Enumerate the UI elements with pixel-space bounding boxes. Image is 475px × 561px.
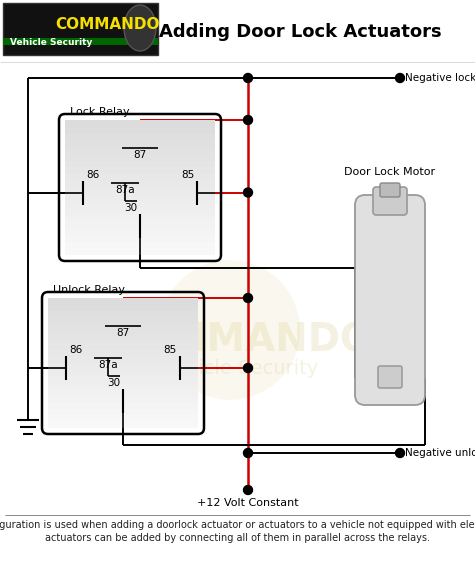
Bar bbox=[48, 421, 198, 428]
FancyBboxPatch shape bbox=[373, 187, 407, 215]
Bar bbox=[65, 187, 215, 194]
Bar bbox=[65, 249, 215, 255]
Ellipse shape bbox=[124, 5, 156, 51]
Text: Vehicle Security: Vehicle Security bbox=[162, 358, 318, 378]
Circle shape bbox=[244, 116, 253, 125]
Text: 85: 85 bbox=[164, 345, 177, 355]
Bar bbox=[65, 127, 215, 134]
Text: 85: 85 bbox=[181, 169, 194, 180]
Bar bbox=[65, 174, 215, 181]
Text: Adding Door Lock Actuators: Adding Door Lock Actuators bbox=[159, 23, 441, 41]
Bar bbox=[65, 140, 215, 147]
Bar bbox=[65, 194, 215, 201]
Bar bbox=[65, 147, 215, 154]
Bar bbox=[65, 221, 215, 228]
Circle shape bbox=[244, 364, 253, 373]
Text: Negative unlock pulse (-): Negative unlock pulse (-) bbox=[405, 448, 475, 458]
Text: 30: 30 bbox=[107, 378, 120, 388]
Bar bbox=[65, 214, 215, 221]
Circle shape bbox=[244, 73, 253, 82]
Bar bbox=[65, 208, 215, 214]
Bar bbox=[48, 396, 198, 402]
Text: 86: 86 bbox=[69, 345, 82, 355]
Text: 87: 87 bbox=[133, 150, 147, 160]
Text: 87a: 87a bbox=[115, 185, 135, 195]
Text: 86: 86 bbox=[86, 169, 99, 180]
Bar bbox=[65, 241, 215, 249]
Bar bbox=[48, 318, 198, 324]
Bar bbox=[65, 181, 215, 187]
Circle shape bbox=[396, 73, 405, 82]
Bar bbox=[65, 167, 215, 174]
Text: Negative lock pulse (-): Negative lock pulse (-) bbox=[405, 73, 475, 83]
Bar bbox=[48, 389, 198, 396]
Bar bbox=[48, 311, 198, 318]
FancyBboxPatch shape bbox=[378, 366, 402, 388]
Bar bbox=[48, 376, 198, 383]
Bar bbox=[48, 350, 198, 356]
Bar bbox=[48, 337, 198, 343]
Circle shape bbox=[396, 448, 405, 458]
Text: 30: 30 bbox=[124, 203, 137, 213]
Bar bbox=[48, 415, 198, 421]
Bar bbox=[65, 120, 215, 127]
Bar bbox=[48, 370, 198, 376]
Bar bbox=[48, 298, 198, 305]
Text: 87: 87 bbox=[116, 328, 130, 338]
Bar bbox=[48, 305, 198, 311]
Circle shape bbox=[160, 260, 300, 400]
Circle shape bbox=[244, 188, 253, 197]
FancyBboxPatch shape bbox=[3, 3, 158, 55]
Bar bbox=[65, 154, 215, 160]
Text: +12 Volt Constant: +12 Volt Constant bbox=[197, 498, 299, 508]
Circle shape bbox=[244, 448, 253, 458]
FancyBboxPatch shape bbox=[355, 195, 425, 405]
Bar bbox=[48, 343, 198, 350]
Bar bbox=[48, 324, 198, 330]
Text: Unlock Relay: Unlock Relay bbox=[53, 285, 125, 295]
Bar bbox=[48, 330, 198, 337]
Text: This relays configuration is used when adding a doorlock actuator or actuators t: This relays configuration is used when a… bbox=[0, 520, 475, 543]
Bar bbox=[48, 408, 198, 415]
Bar bbox=[65, 134, 215, 140]
Bar bbox=[65, 234, 215, 241]
Bar bbox=[65, 201, 215, 208]
Text: 87a: 87a bbox=[98, 360, 118, 370]
Bar bbox=[48, 363, 198, 370]
Bar bbox=[65, 160, 215, 167]
Text: COMMANDO: COMMANDO bbox=[55, 17, 160, 32]
Bar bbox=[65, 228, 215, 234]
Bar bbox=[48, 402, 198, 408]
Text: Vehicle Security: Vehicle Security bbox=[10, 38, 92, 47]
FancyBboxPatch shape bbox=[380, 183, 400, 197]
Circle shape bbox=[244, 293, 253, 302]
Bar bbox=[48, 383, 198, 389]
Text: COMMANDO: COMMANDO bbox=[106, 321, 373, 359]
Bar bbox=[48, 356, 198, 363]
Circle shape bbox=[244, 485, 253, 494]
Text: Lock Relay: Lock Relay bbox=[70, 107, 130, 117]
Bar bbox=[3, 38, 158, 45]
Text: Door Lock Motor: Door Lock Motor bbox=[344, 167, 436, 177]
